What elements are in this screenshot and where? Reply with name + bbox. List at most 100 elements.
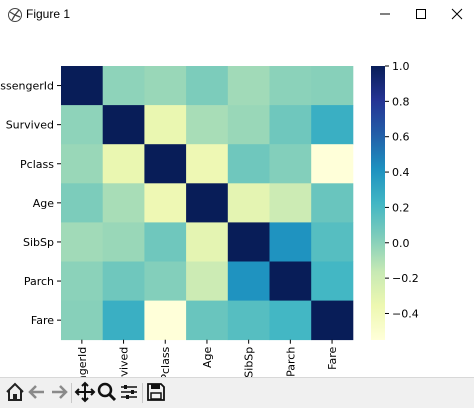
forward-icon bbox=[52, 385, 68, 399]
heatmap-cell bbox=[311, 66, 354, 106]
toolbar-separator bbox=[142, 383, 143, 403]
heatmap-cell bbox=[61, 222, 104, 262]
y-tick-label: Parch bbox=[24, 275, 54, 288]
heatmap-cell bbox=[61, 144, 104, 184]
heatmap-cell bbox=[269, 66, 312, 106]
heatmap-cell bbox=[186, 183, 229, 223]
heatmap-cell bbox=[186, 300, 229, 341]
x-tick-label: Age bbox=[201, 346, 214, 368]
colorbar-axis: 1.0 0.8 0.6 0.4 0.2 0.0 −0.2 −0.4 bbox=[385, 60, 419, 320]
zoom-icon bbox=[97, 382, 117, 402]
heatmap-cell bbox=[186, 105, 229, 145]
forward-button[interactable] bbox=[48, 381, 70, 403]
heatmap-cell bbox=[102, 300, 145, 341]
save-button[interactable] bbox=[145, 381, 167, 403]
save-icon bbox=[147, 383, 165, 401]
heatmap-cell bbox=[144, 105, 187, 145]
x-tick-label: Fare bbox=[326, 346, 339, 369]
minimize-button[interactable] bbox=[365, 0, 405, 28]
heatmap-cell bbox=[144, 222, 187, 262]
colorbar-tick-label: 1.0 bbox=[392, 60, 410, 73]
heatmap-cell bbox=[144, 300, 187, 341]
heatmap-cell bbox=[269, 261, 312, 301]
heatmap-cell bbox=[102, 144, 145, 184]
back-icon bbox=[28, 385, 44, 399]
zoom-button[interactable] bbox=[96, 381, 118, 403]
toolbar-separator bbox=[71, 383, 72, 403]
colorbar-tick-label: 0.8 bbox=[392, 95, 410, 108]
heatmap-cell bbox=[102, 105, 145, 145]
heatmap-cell bbox=[311, 300, 354, 341]
heatmap-cell bbox=[227, 261, 270, 301]
matplotlib-app-icon bbox=[8, 8, 22, 22]
title-bar: Figure 1 bbox=[0, 0, 474, 30]
colorbar bbox=[371, 66, 385, 340]
x-tick-label: Pclass bbox=[159, 346, 172, 377]
figure-canvas: assengerId Survived Pclass Age SibSp Parch Far… bbox=[0, 60, 419, 377]
close-icon bbox=[451, 8, 463, 20]
heatmap-cell bbox=[61, 300, 104, 341]
heatmap-cell bbox=[311, 183, 354, 223]
maximize-button[interactable] bbox=[401, 0, 441, 28]
minimize-icon bbox=[380, 13, 390, 15]
colorbar-tick-label: 0.2 bbox=[392, 201, 410, 214]
heatmap-cell bbox=[144, 144, 187, 184]
y-tick-label: Fare bbox=[31, 314, 54, 327]
heatmap-cell bbox=[186, 222, 229, 262]
heatmap-cell bbox=[144, 183, 187, 223]
colorbar-tick-label: −0.4 bbox=[392, 307, 419, 320]
heatmap-cell bbox=[269, 222, 312, 262]
colorbar-tick-label: 0.6 bbox=[392, 131, 410, 144]
heatmap-cell bbox=[227, 222, 270, 262]
heatmap-cell bbox=[227, 144, 270, 184]
heatmap-cell bbox=[186, 66, 229, 106]
maximize-icon bbox=[416, 9, 426, 19]
heatmap-cell bbox=[61, 183, 104, 223]
y-tick-label: Survived bbox=[6, 119, 54, 132]
back-button[interactable] bbox=[26, 381, 48, 403]
heatmap-cell bbox=[311, 261, 354, 301]
heatmap-cell bbox=[102, 66, 145, 106]
heatmap-cell bbox=[269, 183, 312, 223]
configure-subplots-icon bbox=[121, 385, 137, 399]
pan-icon bbox=[74, 381, 96, 403]
y-tick-label: Age bbox=[33, 197, 55, 210]
heatmap-cell bbox=[227, 66, 270, 106]
heatmap-cell bbox=[144, 261, 187, 301]
heatmap-cell bbox=[102, 261, 145, 301]
heatmap-cell bbox=[144, 66, 187, 106]
heatmap-cell bbox=[61, 105, 104, 145]
pan-button[interactable] bbox=[74, 381, 96, 403]
home-button[interactable] bbox=[4, 381, 26, 403]
heatmap-cell bbox=[311, 222, 354, 262]
window-title: Figure 1 bbox=[26, 7, 71, 21]
y-tick-label: Pclass bbox=[20, 158, 54, 171]
x-tick-label: Parch bbox=[284, 347, 297, 377]
home-icon bbox=[6, 382, 24, 401]
heatmap-cell bbox=[227, 183, 270, 223]
heatmap-cell bbox=[102, 222, 145, 262]
heatmap bbox=[61, 66, 354, 341]
close-button[interactable] bbox=[437, 0, 474, 28]
heatmap-cell bbox=[61, 66, 104, 106]
heatmap-cell bbox=[269, 105, 312, 145]
y-tick-label: SibSp bbox=[23, 236, 54, 249]
heatmap-cell bbox=[311, 105, 354, 145]
y-axis: assengerId Survived Pclass Age SibSp Parch Far… bbox=[0, 80, 61, 327]
heatmap-cell bbox=[186, 261, 229, 301]
navigation-toolbar bbox=[0, 377, 474, 408]
colorbar-tick-label: 0.0 bbox=[392, 237, 410, 250]
colorbar-tick-label: 0.4 bbox=[392, 166, 410, 179]
heatmap-cell bbox=[269, 300, 312, 341]
colorbar-tick-label: −0.2 bbox=[392, 272, 419, 285]
heatmap-cell bbox=[61, 261, 104, 301]
configure-subplots-button[interactable] bbox=[118, 381, 140, 403]
x-tick-label: ngerId bbox=[76, 347, 89, 377]
x-tick-label: SibSp bbox=[243, 347, 256, 377]
heatmap-cell bbox=[102, 183, 145, 223]
heatmap-cell bbox=[311, 144, 354, 184]
x-axis: ngerId urvived Pclass Age SibSp Parch Fare bbox=[76, 339, 339, 377]
heatmap-cell bbox=[186, 144, 229, 184]
y-tick-label: assengerId bbox=[0, 80, 54, 93]
heatmap-cell bbox=[227, 105, 270, 145]
